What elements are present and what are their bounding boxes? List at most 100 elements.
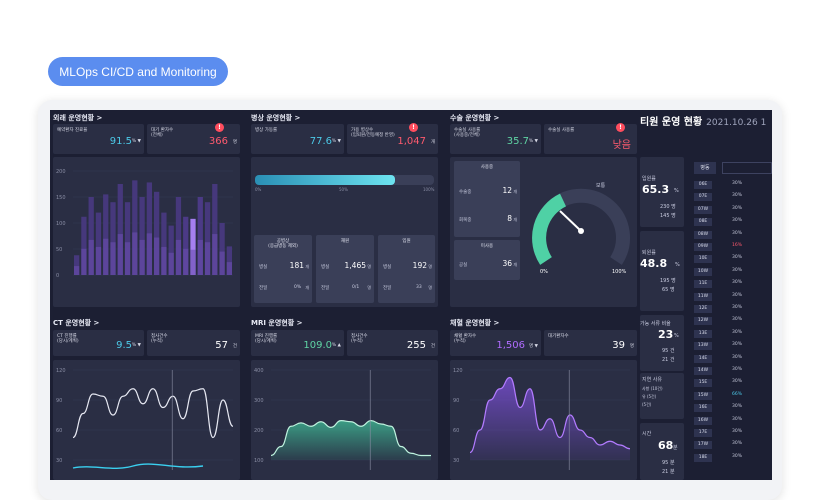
bar-segment	[95, 246, 102, 275]
ward-code: 14W	[694, 367, 712, 375]
table-row[interactable]: 10W 30%	[690, 267, 772, 277]
header-title: 티원 운영 현황	[640, 117, 703, 128]
table-row[interactable]: 10E 30%	[690, 254, 772, 264]
bar	[168, 225, 174, 275]
y-tick-label: 120	[56, 368, 66, 374]
y-tick-label: 90	[56, 398, 62, 404]
mri-title[interactable]: MRI 운영현황 >	[251, 319, 303, 327]
ward-code: 07E	[694, 193, 712, 202]
ward-code: 12W	[694, 317, 712, 326]
ward-title[interactable]: 병상 운영현황 >	[251, 114, 301, 122]
box-row-label: 회복중	[459, 218, 472, 223]
ct-title[interactable]: CT 운영현황 >	[53, 319, 100, 327]
bar	[175, 197, 182, 275]
table-row[interactable]: 12W 30%	[690, 316, 772, 326]
box-title: 재원	[340, 239, 350, 244]
series-line	[72, 388, 234, 439]
card-label: 입원률	[642, 176, 656, 182]
ward-rate: 30%	[732, 416, 743, 422]
blood-kpi-waiting: 대기환자수 39 명	[544, 330, 637, 356]
ward-code: 17E	[694, 429, 712, 437]
opd-kpi-waiting: 대기 환자수 (전체) 366 명 !	[147, 123, 240, 154]
bar-segment	[219, 251, 225, 275]
gauge-max-label: 100%	[612, 269, 627, 275]
gauge-min-label: 0%	[540, 269, 548, 275]
kpi-label: 가용 병상수 (입퇴원/전동예정 반영)	[351, 128, 395, 138]
table-row[interactable]: 08W 30%	[690, 230, 772, 240]
kpi-unit: 명	[629, 344, 634, 349]
y-tick-label: 60	[56, 428, 62, 434]
bar	[88, 197, 94, 275]
y-tick-label: 100	[254, 458, 264, 464]
bar-segment	[139, 239, 145, 275]
table-row[interactable]: 13E 30%	[690, 329, 772, 339]
ward-code: 16W	[694, 416, 712, 425]
ward-code: 06E	[694, 181, 712, 189]
kpi-value: 39	[612, 340, 625, 351]
ward-rate: 30%	[732, 342, 743, 348]
or-title[interactable]: 수술 운영현황 >	[450, 114, 500, 122]
bar-segment	[161, 246, 167, 275]
table-row[interactable]: 12E 30%	[690, 304, 772, 314]
table-row[interactable]: 16E 30%	[690, 403, 772, 413]
table-row[interactable]: 17W 30%	[690, 440, 772, 450]
y-tick-label: 30	[56, 458, 62, 464]
box-row-value: 181	[289, 261, 304, 270]
kpi-value: 255	[406, 340, 426, 351]
table-row[interactable]: 14E 30%	[690, 354, 772, 364]
box-row-value: 0/1	[352, 285, 360, 290]
kpi-value: 366	[208, 136, 228, 147]
mri-area-chart: 400 300 200 100	[251, 360, 438, 480]
box-row-value: 1,465	[344, 261, 366, 270]
box-row-unit: 명	[367, 285, 371, 290]
kpi-value: 낮음	[612, 140, 631, 151]
table-row[interactable]: 06E 30%	[690, 180, 772, 190]
baseline-line	[72, 463, 204, 469]
table-row[interactable]: 13W 30%	[690, 341, 772, 351]
table-row[interactable]: 15E 30%	[690, 378, 772, 388]
bar-segment	[74, 266, 80, 275]
ward-rate: 30%	[732, 267, 743, 273]
box-row-value: 192	[412, 261, 427, 270]
bar	[132, 180, 138, 275]
series-line	[270, 420, 431, 457]
bar-segment	[124, 242, 131, 275]
mri-kpi-rate: MRI 진행률 (당시/계획) 109.0 % ▲	[251, 330, 344, 356]
opd-title[interactable]: 외래 운영현황 >	[53, 114, 103, 122]
table-row[interactable]: 15W 66%	[690, 391, 772, 401]
or-kpi-rate: 수술실 사용률 (사용중/전체) 35.7 % ▼	[450, 124, 541, 154]
bar-segment	[154, 237, 160, 275]
box-row-label: 수술중	[459, 190, 472, 195]
table-row[interactable]: 07E 30%	[690, 192, 772, 202]
table-row[interactable]: 11E 30%	[690, 279, 772, 289]
ward-rate: 30%	[732, 379, 743, 385]
table-row[interactable]: 08E 30%	[690, 217, 772, 227]
ward-kpi-available: 가용 병상수 (입퇴원/전동예정 반영) 1,047 개 !	[347, 123, 438, 154]
table-row[interactable]: 18E 30%	[690, 453, 772, 463]
table-row[interactable]: 09W 16%	[690, 242, 772, 252]
kpi-label: 접사건수 (누적)	[351, 334, 368, 344]
box-title: 공병상 (응급병동 제외)	[268, 239, 298, 249]
table-row[interactable]: 11W 30%	[690, 292, 772, 302]
ward-rate: 30%	[732, 205, 743, 211]
bar-segment	[212, 234, 218, 275]
card-sub: (5건)	[642, 402, 652, 407]
box-title: 미사용	[480, 244, 494, 249]
table-row[interactable]: 14W 30%	[690, 366, 772, 376]
card-unit: %	[675, 262, 680, 268]
header-date: 2021.10.26 1	[706, 118, 767, 128]
bar	[117, 184, 123, 275]
card-sub: 230 명	[660, 204, 676, 210]
gauge-hub	[578, 228, 584, 234]
blood-title[interactable]: 채혈 운영현황 >	[450, 319, 500, 327]
table-row[interactable]: 17E 30%	[690, 428, 772, 438]
table-row[interactable]: 07W 30%	[690, 205, 772, 215]
ward-rate: 30%	[732, 193, 743, 199]
card-label: 가능 서류 비율	[640, 321, 671, 327]
bar	[124, 202, 131, 275]
bar	[197, 197, 203, 275]
table-row[interactable]: 16W 30%	[690, 416, 772, 426]
y-tick-label: 120	[453, 368, 463, 374]
unused-box: 미사용 공실 36 개	[454, 240, 520, 280]
card-label: 지연 사유	[642, 377, 662, 383]
